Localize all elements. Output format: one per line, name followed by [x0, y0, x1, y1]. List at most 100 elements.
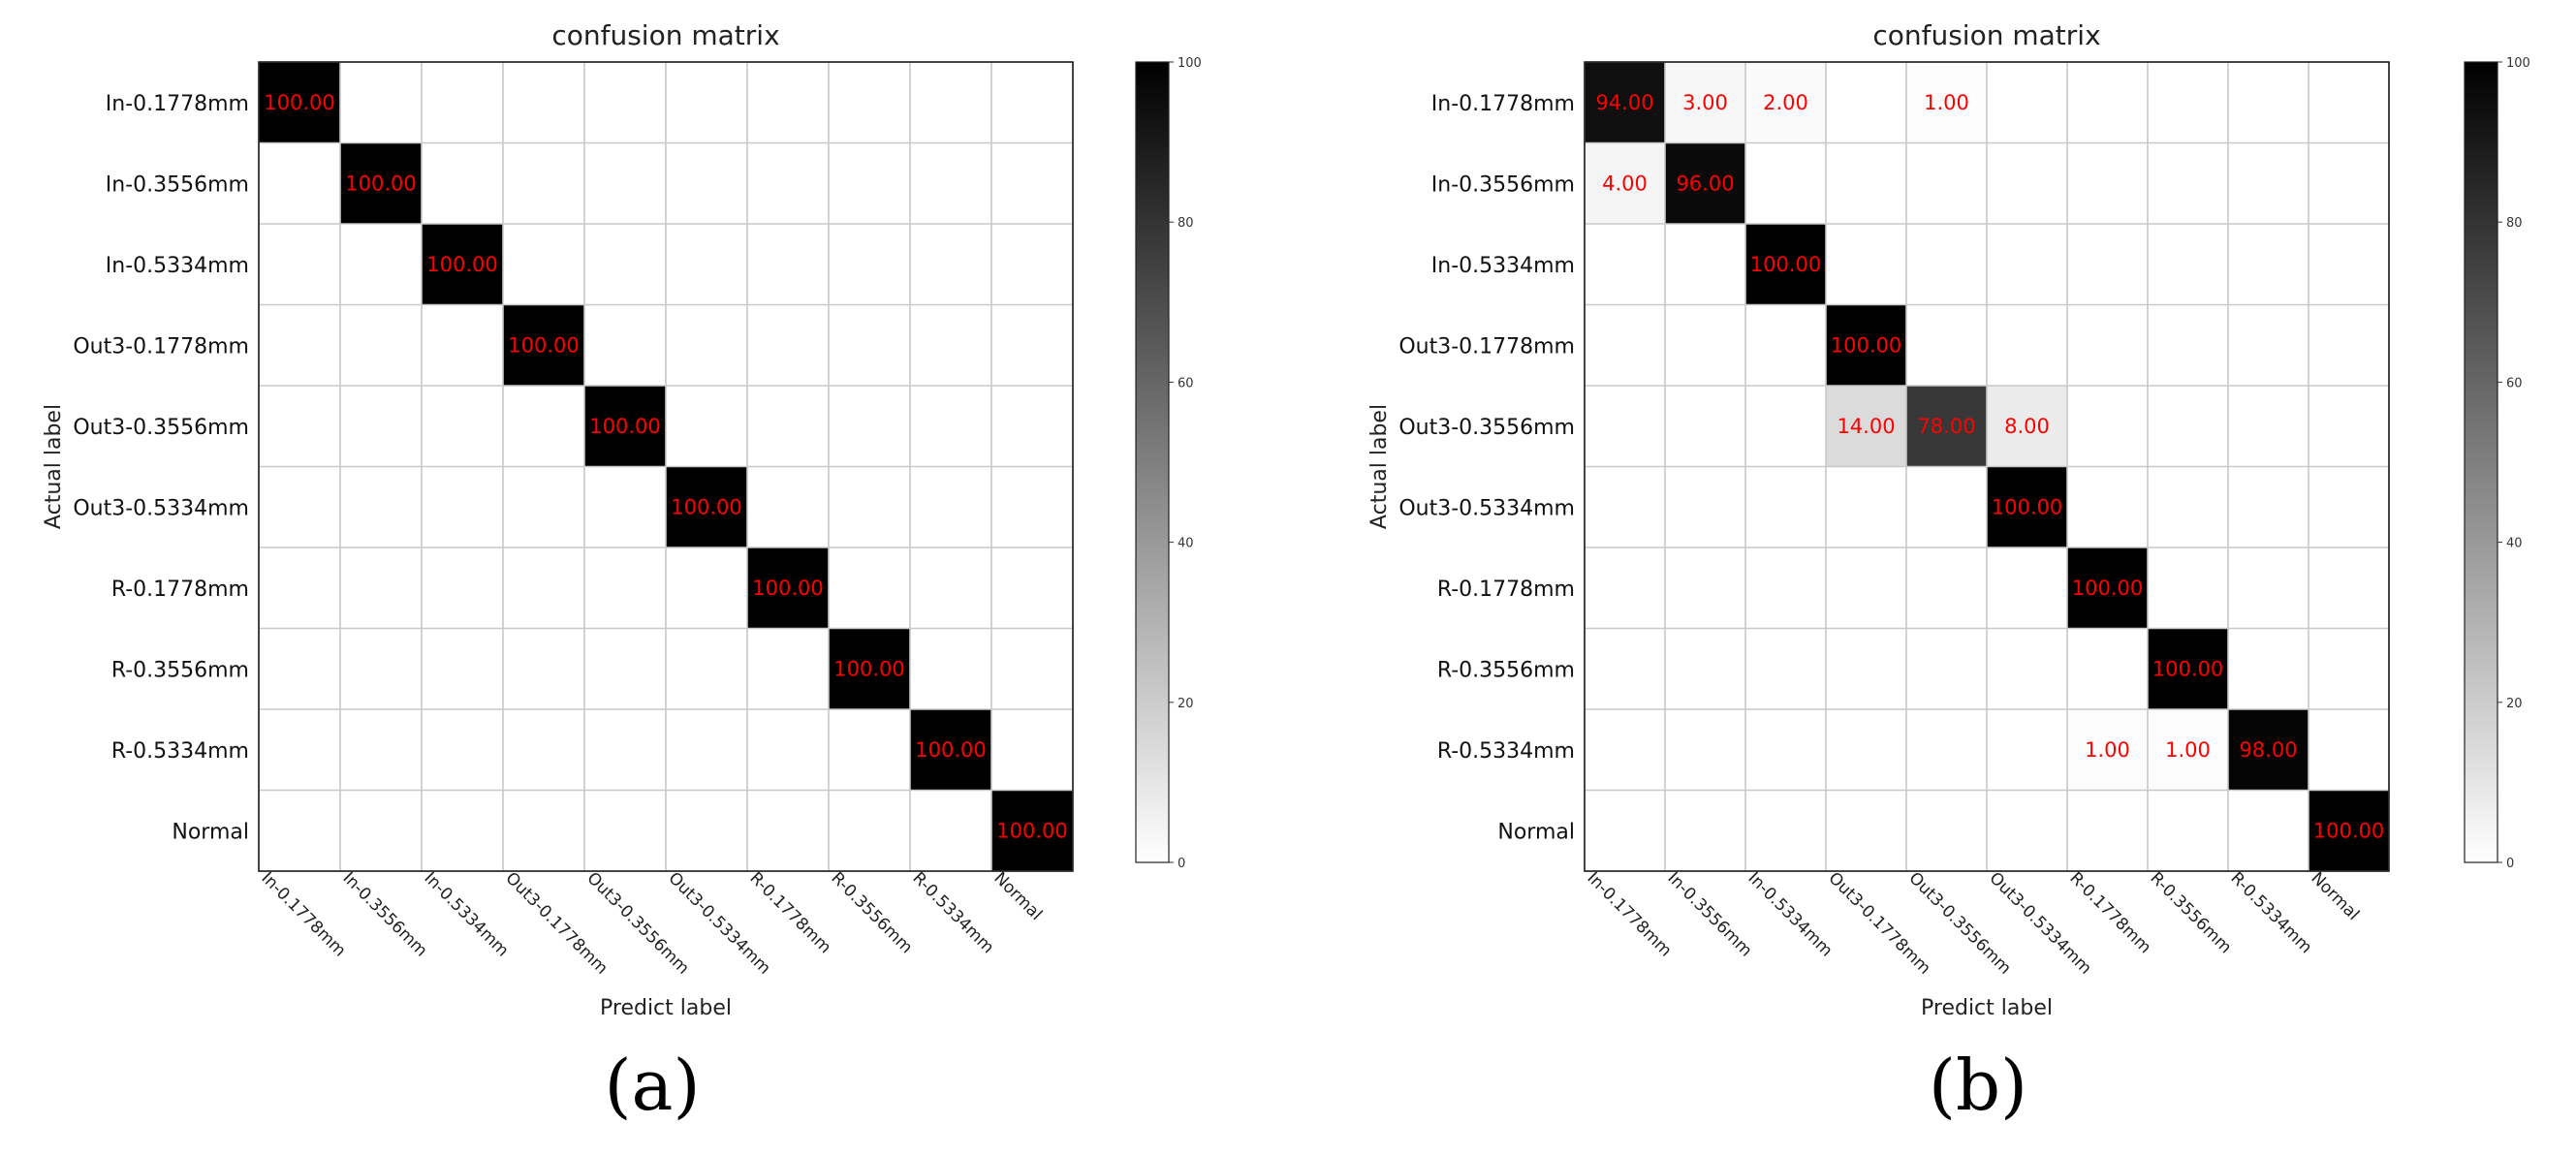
- cell-7-7: [2148, 628, 2228, 709]
- x-tick-label: R-0.1778mm: [745, 868, 834, 957]
- cell-value-label-5-5: 100.00: [671, 495, 741, 518]
- cell-value-label-0-0: 94.00: [1595, 91, 1653, 114]
- y-axis-label: Actual label: [1367, 404, 1392, 529]
- cell-value-label-1-1: 100.00: [345, 172, 416, 195]
- y-tick-label: In-0.5334mm: [1431, 254, 1575, 278]
- confusion-matrix-panel-b: 94.00 3.00 2.00 1.00 4.00 96.00 100.00 100.00 14…: [1367, 19, 2530, 1126]
- colorbar: 0 20 40 60 80 100: [2464, 56, 2530, 871]
- cell-value-label-3-3: 100.00: [508, 333, 579, 357]
- cell-7-7: [829, 628, 910, 709]
- cell-value-label-6-6: 100.00: [2072, 577, 2143, 600]
- x-tick-label: In-0.3556mm: [338, 868, 430, 960]
- x-tick-label: In-0.1778mm: [257, 868, 349, 960]
- cell-value-label-0-2: 2.00: [1763, 91, 1808, 114]
- x-tick-label: In-0.3556mm: [1663, 868, 1755, 960]
- cells: [259, 62, 1073, 871]
- cell-value-label-6-6: 100.00: [752, 577, 823, 600]
- y-tick-label: Out3-0.3556mm: [73, 416, 249, 440]
- colorbar-tick-label: 100: [1178, 56, 1202, 71]
- colorbar-tick-label: 80: [1178, 216, 1194, 231]
- x-axis-label: Predict label: [1921, 996, 2053, 1020]
- x-tick-label: R-0.1778mm: [2065, 868, 2154, 957]
- cell-value-label-7-7: 100.00: [833, 657, 904, 680]
- cell-value-label-8-7: 1.00: [2165, 738, 2211, 762]
- cell-value-label-4-3: 14.00: [1837, 415, 1895, 438]
- x-tick-label: In-0.5334mm: [1744, 868, 1836, 960]
- colorbar-tick-label: 40: [1178, 537, 1194, 551]
- x-tick-label: R-0.3556mm: [827, 868, 916, 957]
- colorbar-tick-label: 100: [2506, 56, 2530, 71]
- cell-0-0: [259, 62, 340, 143]
- y-tick-label: R-0.5334mm: [1437, 739, 1575, 764]
- cell-4-5: [1987, 386, 2067, 467]
- cell-value-label-8-8: 98.00: [2239, 738, 2297, 762]
- cell-value-label-1-1: 96.00: [1676, 172, 1734, 195]
- x-tick-label: In-0.1778mm: [1583, 868, 1675, 960]
- cell-value-label-0-4: 1.00: [1924, 91, 1969, 114]
- colorbar-tick-label: 40: [2506, 537, 2523, 551]
- y-tick-label: In-0.1778mm: [106, 92, 249, 116]
- cell-value-label-4-5: 8.00: [2004, 415, 2050, 438]
- cell-value-label-4-4: 78.00: [1917, 415, 1975, 438]
- cell-0-4: [1906, 62, 1987, 143]
- colorbar-tick-label: 80: [2506, 216, 2523, 231]
- y-tick-label: R-0.3556mm: [111, 658, 249, 682]
- cell-0-0: [1585, 62, 1665, 143]
- cell-value-label-2-2: 100.00: [426, 253, 497, 276]
- cell-value-label-8-8: 100.00: [915, 738, 986, 762]
- colorbar-tick-label: 60: [2506, 376, 2523, 391]
- y-tick-label: Out3-0.1778mm: [1398, 334, 1575, 359]
- cell-value-label-4-4: 100.00: [589, 415, 660, 438]
- y-tick-label: In-0.3556mm: [1431, 172, 1575, 197]
- y-tick-label: Out3-0.3556mm: [1398, 416, 1575, 440]
- cell-value-label-7-7: 100.00: [2152, 657, 2223, 680]
- cell-6-6: [747, 547, 829, 629]
- y-tick-label: Out3-0.5334mm: [1398, 496, 1575, 520]
- cell-1-1: [1665, 142, 1745, 224]
- y-tick-label: R-0.1778mm: [1437, 578, 1575, 602]
- chart-title: confusion matrix: [551, 19, 779, 51]
- plot-frame: [1584, 61, 2390, 872]
- x-tick-label: R-0.3556mm: [2146, 868, 2235, 957]
- plot-frame: [258, 61, 1074, 872]
- colorbar: 0 20 40 60 80 100: [1135, 56, 1202, 871]
- cell-2-2: [422, 224, 503, 305]
- y-tick-label: In-0.1778mm: [1431, 92, 1575, 116]
- cells: [1585, 62, 2389, 871]
- cell-4-4: [1906, 386, 1987, 467]
- cell-value-label-0-0: 100.00: [264, 91, 334, 114]
- cell-9-9: [991, 790, 1073, 871]
- y-tick-label: In-0.3556mm: [106, 172, 249, 197]
- cell-9-9: [2309, 790, 2389, 871]
- cell-5-5: [666, 466, 747, 547]
- cell-8-7: [2148, 709, 2228, 791]
- cell-3-3: [503, 304, 584, 386]
- colorbar-tick-label: 20: [2506, 697, 2523, 711]
- cell-1-0: [1585, 142, 1665, 224]
- y-tick-label: R-0.3556mm: [1437, 658, 1575, 682]
- cell-value-label-9-9: 100.00: [996, 819, 1067, 842]
- cell-0-1: [1665, 62, 1745, 143]
- chart-title: confusion matrix: [1872, 19, 2100, 51]
- panel-letter: (a): [604, 1045, 700, 1126]
- cell-value-label-0-1: 3.00: [1682, 91, 1728, 114]
- colorbar-bar: [2464, 61, 2498, 863]
- y-tick-label: Normal: [1497, 820, 1575, 844]
- cell-value-label-8-6: 1.00: [2085, 738, 2130, 762]
- y-axis-label: Actual label: [42, 404, 66, 529]
- cell-6-6: [2067, 547, 2148, 629]
- cell-4-4: [584, 386, 666, 467]
- colorbar-tick-label: 60: [1178, 376, 1194, 391]
- y-tick-label: R-0.1778mm: [111, 578, 249, 602]
- colorbar-tick-label: 0: [1178, 857, 1185, 871]
- colorbar-tick-label: 20: [1178, 697, 1194, 711]
- colorbar-bar: [1135, 61, 1170, 863]
- y-tick-label: Normal: [172, 820, 249, 844]
- x-tick-label: R-0.5334mm: [908, 868, 997, 957]
- cell-value-label-9-9: 100.00: [2313, 819, 2384, 842]
- cell-value-label-2-2: 100.00: [1750, 253, 1821, 276]
- cell-value-label-3-3: 100.00: [1831, 333, 1901, 357]
- x-axis-label: Predict label: [600, 996, 732, 1020]
- cell-2-2: [1745, 224, 1826, 305]
